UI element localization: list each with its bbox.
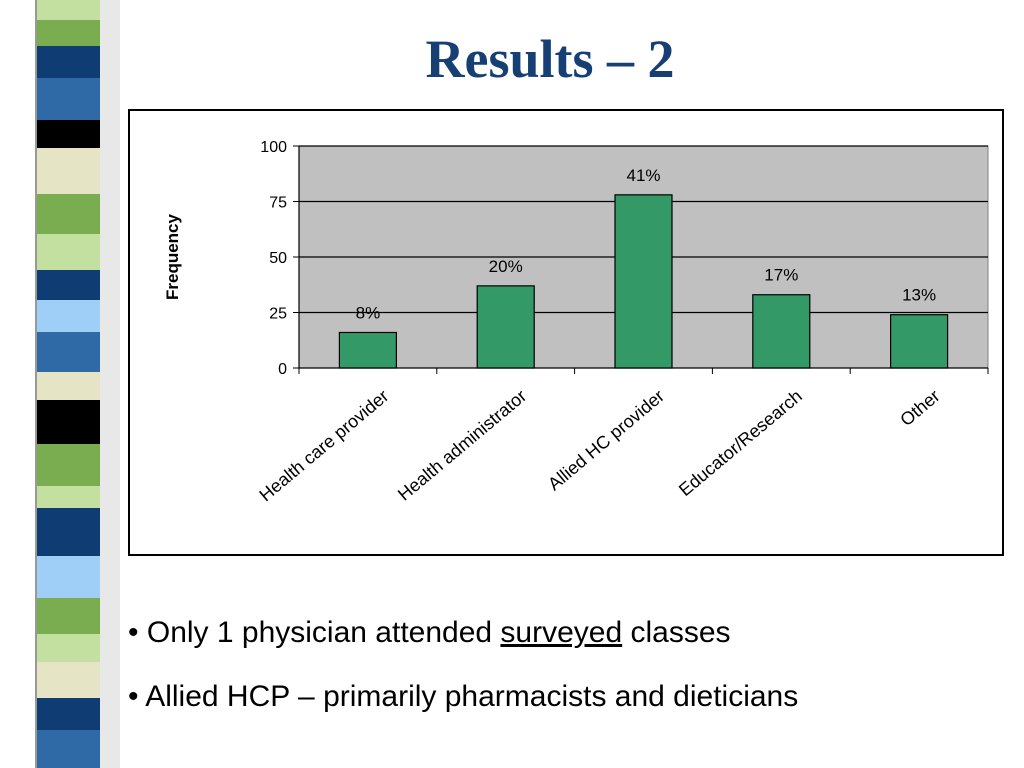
bar xyxy=(614,194,673,369)
stripe-block xyxy=(35,730,100,768)
data-label: 17% xyxy=(764,266,798,285)
stripe-block xyxy=(35,148,100,194)
stripe-block xyxy=(35,20,100,46)
x-tick-label: Health administrator xyxy=(394,386,530,505)
y-axis-label: Frequency xyxy=(163,213,182,300)
bullet-list: • Only 1 physician attended surveyed cla… xyxy=(128,612,798,740)
stripe-block xyxy=(35,444,100,486)
stripe-block xyxy=(35,300,100,332)
bullet-underlined-word: surveyed xyxy=(500,616,623,649)
bar-chart: 0 25 50 75 100 8% Health care provider 20% Healt… xyxy=(163,139,989,506)
stripe-edge xyxy=(35,0,37,768)
y-tick-label: 75 xyxy=(269,195,287,212)
bullet-text: Only 1 physician attended surveyed class… xyxy=(147,616,731,649)
stripe-block xyxy=(35,486,100,508)
data-label: 41% xyxy=(626,166,660,185)
stripe-block xyxy=(35,194,100,234)
x-tick-label: Educator/Research xyxy=(675,386,806,500)
data-label: 13% xyxy=(902,286,936,305)
stripe-block xyxy=(35,598,100,634)
stripe-block xyxy=(35,372,100,400)
stripe-block xyxy=(35,234,100,270)
stripe-block xyxy=(35,662,100,698)
stripe-block xyxy=(35,400,100,444)
x-tick-label: Other xyxy=(896,386,943,430)
bar xyxy=(889,314,949,369)
y-tick-label: 0 xyxy=(278,361,287,378)
stripe-block xyxy=(35,78,100,120)
bullet-text-part: Only 1 physician attended xyxy=(146,616,501,649)
bar xyxy=(476,285,535,369)
bullet-symbol: • xyxy=(128,616,139,649)
stripe-block xyxy=(35,698,100,730)
data-label: 8% xyxy=(356,303,381,322)
stripe-block xyxy=(35,0,100,20)
x-tick-label: Allied HC provider xyxy=(544,386,668,495)
stripe-margin xyxy=(0,0,35,768)
stripe-block xyxy=(35,332,100,372)
stripe-block xyxy=(35,556,100,598)
stripe-shadow xyxy=(100,0,120,768)
slide-title: Results – 2 xyxy=(425,29,675,89)
bullet-item: • Allied HCP – primarily pharmacists and… xyxy=(128,676,798,740)
bullet-text-part: classes xyxy=(622,616,731,649)
stripe-block xyxy=(35,634,100,662)
bullet-symbol: • xyxy=(128,680,139,713)
y-tick-label: 100 xyxy=(260,139,287,156)
bar xyxy=(752,294,811,369)
y-tick-label: 25 xyxy=(269,306,287,323)
stripe-block xyxy=(35,270,100,300)
bullet-text: Allied HCP – primarily pharmacists and d… xyxy=(145,680,799,713)
data-label: 20% xyxy=(489,257,523,276)
decorative-stripe xyxy=(0,0,120,768)
stripe-block xyxy=(35,508,100,556)
x-tick-label: Health care provider xyxy=(255,386,392,506)
bar xyxy=(338,331,397,369)
stripe-block xyxy=(35,46,100,78)
bullet-item: • Only 1 physician attended surveyed cla… xyxy=(128,612,798,676)
y-tick-label: 50 xyxy=(269,250,287,267)
stripe-block xyxy=(35,120,100,148)
